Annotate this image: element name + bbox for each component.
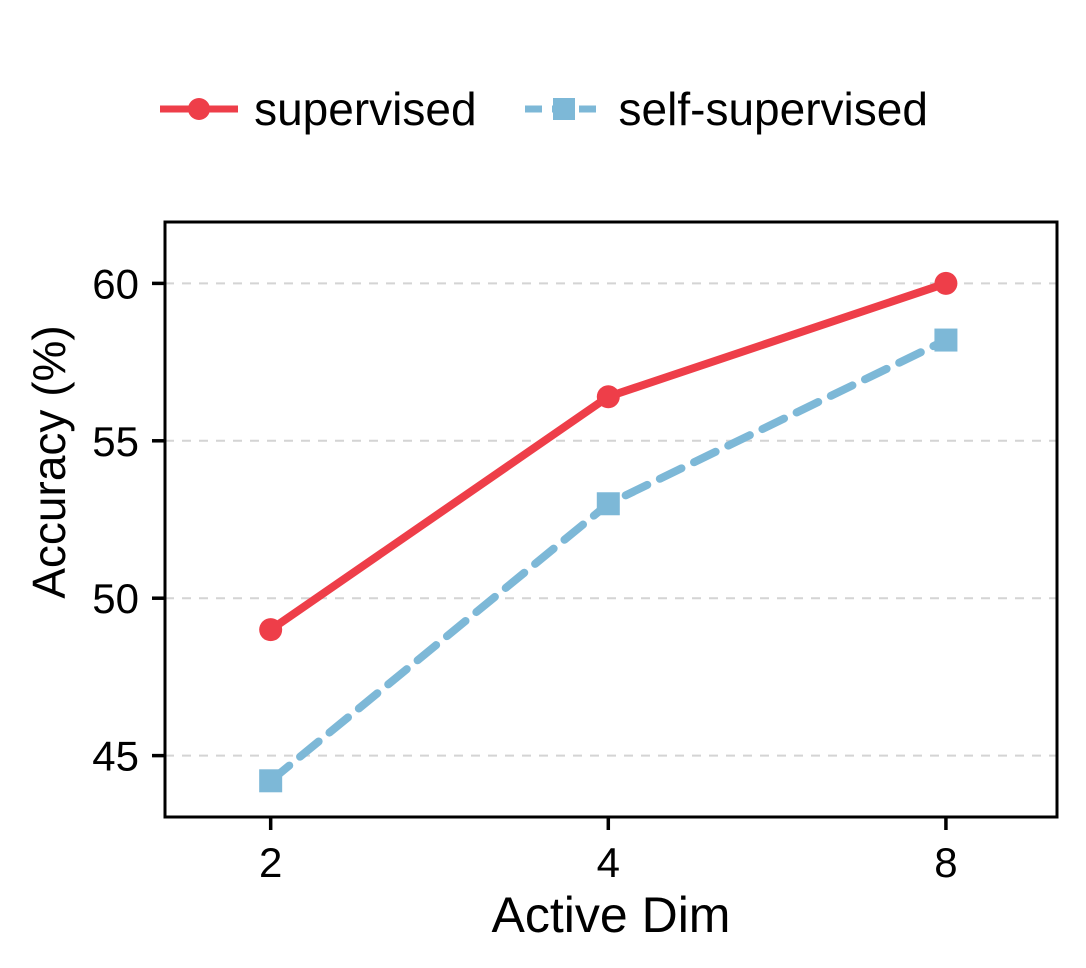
legend: supervised self-supervised — [0, 84, 1086, 135]
y-axis-label: Accuracy (%) — [23, 325, 75, 599]
svg-text:4: 4 — [597, 839, 620, 886]
svg-text:45: 45 — [92, 733, 139, 780]
legend-label-supervised: supervised — [254, 83, 477, 135]
legend-item-self-supervised: self-supervised — [523, 84, 928, 135]
svg-text:55: 55 — [92, 418, 139, 465]
x-axis-label: Active Dim — [491, 887, 731, 943]
legend-item-supervised: supervised — [158, 83, 477, 135]
svg-text:60: 60 — [92, 260, 139, 307]
svg-text:50: 50 — [92, 575, 139, 622]
supervised-line-circle-icon — [160, 98, 239, 121]
self-supervised-dash-square-icon — [524, 98, 603, 121]
svg-text:8: 8 — [934, 839, 957, 886]
svg-text:2: 2 — [259, 839, 282, 886]
legend-label-self-supervised: self-supervised — [618, 83, 928, 135]
